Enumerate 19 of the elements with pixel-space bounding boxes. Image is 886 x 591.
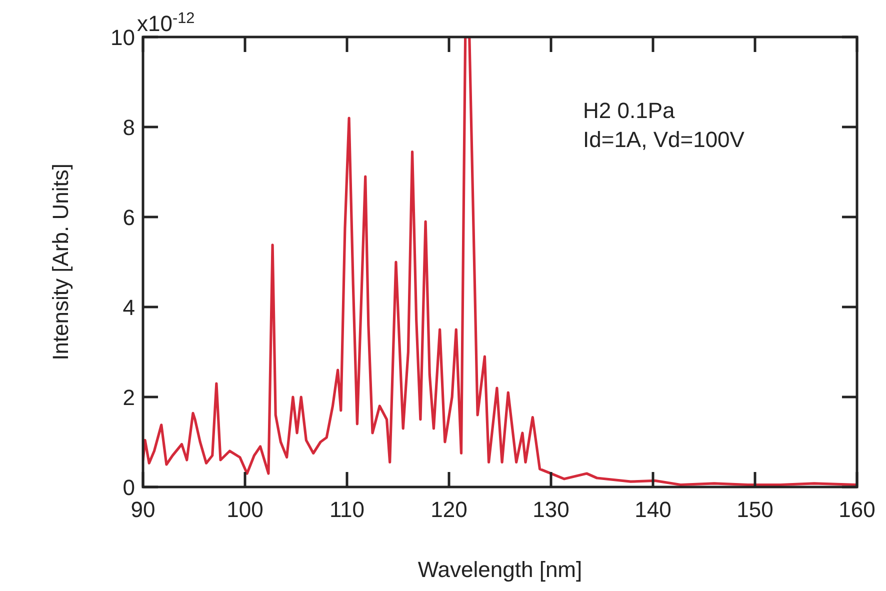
x-tick-label: 120 xyxy=(430,497,468,522)
text: x10$^{-12}$ xyxy=(137,10,195,36)
x-tick-label: 150 xyxy=(736,497,774,522)
x-tick-label: 100 xyxy=(226,497,264,522)
x-tick-label: 130 xyxy=(532,497,570,522)
y-tick-label: 0 xyxy=(122,475,135,500)
x-tick-label: 110 xyxy=(329,497,365,522)
y-tick-label: 2 xyxy=(122,385,135,410)
annotation: Id=1A, Vd=100V xyxy=(583,127,745,152)
x-axis-title: Wavelength [nm] xyxy=(418,557,582,582)
x-tick-label: 90 xyxy=(130,497,156,522)
x-tick-label: 160 xyxy=(838,497,876,522)
y-tick-label: 10 xyxy=(110,25,135,50)
y-tick-label: 6 xyxy=(122,205,135,230)
annotation: H2 0.1Pa xyxy=(583,98,676,123)
y-tick-label: 8 xyxy=(122,115,135,140)
x-tick-label: 140 xyxy=(634,497,672,522)
y-tick-label: 4 xyxy=(122,295,135,320)
y-axis-title: Intensity [Arb. Units] xyxy=(48,164,73,360)
